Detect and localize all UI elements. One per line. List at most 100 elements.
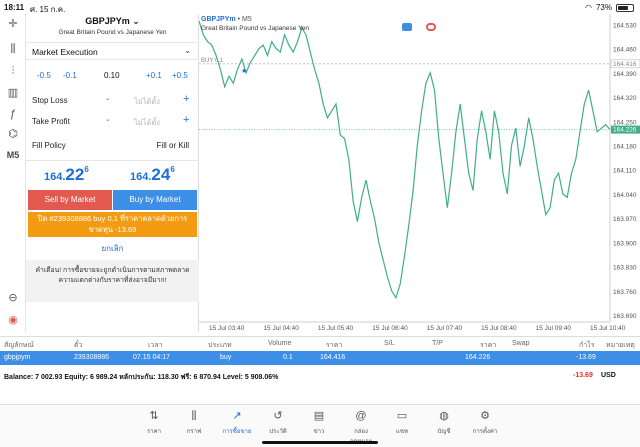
- y-tick-label: 164.110: [613, 168, 636, 175]
- row-profit: -13.69: [576, 354, 596, 361]
- col-profit: กำไร: [579, 342, 595, 349]
- sell-by-market-button[interactable]: Sell by Market: [28, 190, 112, 210]
- stop-loss-minus-button[interactable]: -: [106, 94, 110, 105]
- x-tick-label: 15 Jul 07:40: [427, 325, 463, 332]
- battery-icon: [616, 3, 634, 12]
- volume-plus-0.5-button[interactable]: +0.5: [172, 71, 188, 80]
- volume-minus-0.5-button[interactable]: -0.5: [37, 71, 51, 80]
- zoom-icon[interactable]: ⊖: [8, 292, 18, 304]
- chart-icon: ⫼: [191, 410, 197, 422]
- col-volume: Volume: [268, 340, 292, 347]
- tab-history-label: ประวัติ: [269, 429, 287, 435]
- total-profit: -13.69: [573, 372, 593, 379]
- volume-value[interactable]: 0.10: [104, 71, 120, 80]
- timeframe-button[interactable]: M5: [6, 150, 20, 160]
- take-profit-minus-button[interactable]: -: [106, 115, 110, 126]
- tab-history[interactable]: ↺ ประวัติ: [260, 409, 296, 436]
- take-profit-input[interactable]: ไม่ได้ตั้ง: [134, 118, 160, 127]
- stop-loss-plus-button[interactable]: +: [183, 93, 190, 105]
- take-profit-plus-button[interactable]: +: [183, 114, 190, 126]
- cancel-button[interactable]: ยกเลิก: [101, 244, 124, 253]
- tab-chat[interactable]: ▭ แชท: [384, 409, 420, 436]
- tab-news[interactable]: ▤ ข่าว: [301, 409, 337, 436]
- volume-minus-0.1-button[interactable]: -0.1: [63, 71, 77, 80]
- objects-icon[interactable]: ⌬: [8, 128, 18, 140]
- tab-trade[interactable]: ↗ การซื้อขาย: [219, 409, 255, 436]
- tab-chart-label: กราฟ: [186, 429, 202, 435]
- col-price: ราคา: [480, 342, 497, 349]
- price-series-line: [199, 20, 611, 300]
- entry-marker-icon: ★: [241, 67, 247, 75]
- status-date: ศ. 15 ก.ค.: [30, 5, 66, 14]
- row-symbol: gbpjpym: [4, 354, 31, 361]
- tab-settings-label: การตั้งค่า: [472, 429, 498, 435]
- y-tick-label: 164.180: [613, 144, 637, 151]
- table-row[interactable]: gbpjpym 239308886 07.15 04:17 buy 0.1 16…: [0, 351, 640, 365]
- col-open-price: ราคา: [326, 342, 343, 349]
- accounts-icon: ◍: [439, 410, 449, 422]
- quote-row: 164.226 164.246: [26, 160, 199, 188]
- price-chart[interactable]: 164.530 164.460 164.390 164.320 164.250 164.1…: [199, 14, 640, 332]
- execution-type-select[interactable]: Market Execution ⌄: [26, 42, 199, 60]
- bottom-tab-bar: ⇅ ราคา ⫼ กราฟ ↗ การซื้อขาย ↺ ประวัติ ▤ ข่าว @…: [0, 404, 640, 447]
- col-swap: Swap: [512, 340, 530, 347]
- stop-loss-input[interactable]: ไม่ได้ตั้ง: [134, 97, 160, 106]
- fill-policy-label: Fill Policy: [32, 141, 66, 150]
- indicators-icon[interactable]: ⫶: [11, 65, 15, 77]
- ask-price: 164.246: [130, 165, 175, 184]
- warning-text: คำเตือน! การซื้อขายจะถูกดำเนินการตามสภาพ…: [26, 260, 199, 302]
- col-time: เวลา: [148, 342, 163, 349]
- chart-timeframe: M5: [241, 16, 252, 23]
- symbol-header[interactable]: GBPJPYm ⌄ Great Britain Pound vs Japanes…: [26, 16, 199, 36]
- close-position-button[interactable]: ปิด #239308886 buy 0.1 ที่ราคาตลาดด้วยกา…: [28, 212, 197, 237]
- chat-icon: ▭: [396, 410, 408, 422]
- execution-type-label: Market Execution: [32, 47, 98, 57]
- y-tick-label: 163.690: [613, 313, 637, 320]
- col-sl: S/L: [384, 340, 395, 347]
- trade-levels-icon[interactable]: [402, 23, 412, 31]
- signal-icon[interactable]: [426, 23, 436, 31]
- tab-quotes[interactable]: ⇅ ราคา: [136, 409, 172, 436]
- chart-canvas: 164.530 164.460 164.390 164.320 164.250 164.1…: [199, 14, 640, 332]
- buy-by-market-button[interactable]: Buy by Market: [113, 190, 197, 210]
- y-tick-label: 163.760: [613, 289, 637, 296]
- tab-trade-label: การซื้อขาย: [222, 429, 252, 435]
- balance-summary: Balance: 7 002.93 Equity: 6 989.24 หลักป…: [0, 369, 640, 383]
- x-tick-label: 15 Jul 08:40: [481, 325, 517, 332]
- col-type: ประเภท: [208, 342, 232, 349]
- home-indicator: [262, 441, 378, 444]
- col-symbol: สัญลักษณ์: [4, 342, 34, 349]
- battery-percent: 73%: [595, 3, 612, 12]
- function-icon[interactable]: ƒ: [9, 108, 17, 120]
- bars-icon[interactable]: ▥: [7, 87, 19, 99]
- col-ticket: ตั๋ว: [74, 342, 83, 349]
- tab-chart[interactable]: ⫼ กราฟ: [176, 409, 212, 436]
- symbol-title: GBPJPYm: [85, 16, 130, 26]
- y-tick-label: 164.530: [613, 22, 637, 29]
- chevron-down-icon: ⌄: [132, 16, 140, 26]
- tab-settings[interactable]: ⚙ การตั้งค่า: [467, 409, 503, 436]
- tab-accounts-label: บัญชี: [437, 429, 451, 435]
- crosshair-icon[interactable]: ✛: [8, 18, 18, 30]
- row-price: 164.226: [465, 354, 491, 361]
- chart-type-icon[interactable]: ⫼: [10, 43, 16, 55]
- y-tick-label: 164.320: [613, 95, 637, 102]
- fill-policy-value: Fill or Kill: [156, 141, 189, 150]
- x-tick-label: 15 Jul 06:40: [372, 325, 408, 332]
- one-click-trading-icon[interactable]: ◉: [8, 314, 18, 326]
- settings-icon: ⚙: [480, 410, 490, 422]
- fill-policy-row[interactable]: Fill Policy Fill or Kill: [26, 139, 199, 153]
- current-price-label: 164.226: [613, 127, 637, 134]
- symbol-description: Great Britain Pound vs Japanese Yen: [58, 29, 167, 36]
- x-tick-label: 15 Jul 03:40: [209, 325, 245, 332]
- y-tick-label: 164.390: [613, 71, 637, 78]
- take-profit-label: Take Profit: [32, 117, 70, 126]
- tab-accounts[interactable]: ◍ บัญชี: [426, 409, 462, 436]
- volume-plus-0.1-button[interactable]: +0.1: [146, 71, 162, 80]
- row-open-price: 164.416: [320, 354, 346, 361]
- current-price-tag: [611, 125, 640, 134]
- y-tick-label: 164.250: [613, 119, 637, 126]
- row-ticket: 239308886: [74, 354, 110, 361]
- y-tick-label: 163.830: [613, 265, 637, 272]
- y-tick-label: 164.040: [613, 192, 637, 199]
